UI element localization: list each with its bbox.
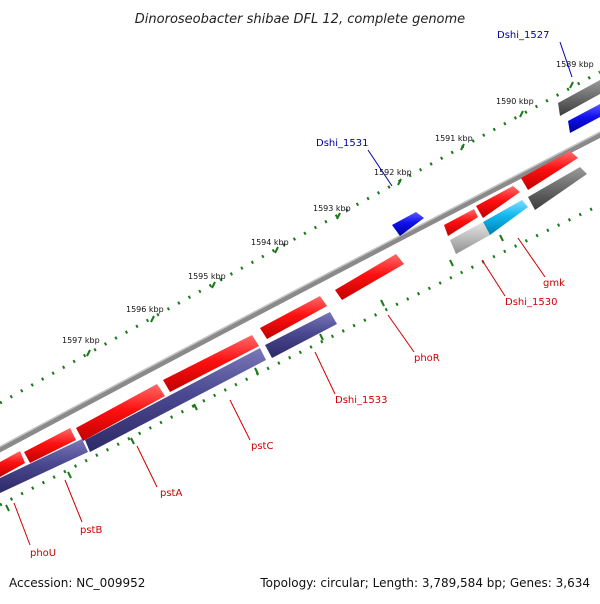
- accession-label: Accession: NC_009952: [9, 576, 146, 590]
- kbp-label: 1594 kbp: [251, 238, 289, 247]
- gene-label-gmk[interactable]: gmk: [543, 278, 565, 289]
- gene-gmk[interactable]: [528, 167, 587, 210]
- map-title: Dinoroseobacter shibae DFL 12, complete …: [135, 12, 465, 27]
- kbp-label: 1589 kbp: [556, 60, 594, 69]
- kbp-label: 1597 kbp: [62, 336, 100, 345]
- gene-Dshi_1531[interactable]: [392, 212, 424, 236]
- kbp-label: 1591 kbp: [435, 134, 473, 143]
- gene-Dshi_1527[interactable]: [558, 80, 600, 116]
- gene-Dshi_1530[interactable]: [476, 186, 520, 218]
- gene-neighbor-red-1[interactable]: [521, 151, 578, 190]
- inner-scale-ticks: [5, 234, 504, 512]
- gene-phoU[interactable]: [0, 451, 25, 477]
- gene-pstB-reverse[interactable]: [0, 439, 88, 493]
- gene-label-Dshi_1530[interactable]: Dshi_1530: [505, 297, 557, 308]
- gene-label-Dshi_1527[interactable]: Dshi_1527: [497, 30, 549, 41]
- label-connectors: [13, 41, 573, 546]
- genome-summary: Topology: circular; Length: 3,789,584 bp…: [260, 576, 590, 590]
- kbp-labels: 1589 kbp 1590 kbp 1591 kbp 1592 kbp 1593…: [62, 60, 594, 345]
- gene-label-pstC[interactable]: pstC: [251, 441, 273, 452]
- kbp-label: 1590 kbp: [496, 97, 534, 106]
- kbp-scale-ticks: [86, 81, 574, 357]
- genome-backbone: [0, 131, 600, 453]
- kbp-label: 1593 kbp: [313, 204, 351, 213]
- inner-scale-track: [0, 203, 600, 507]
- kbp-label: 1596 kbp: [126, 305, 164, 314]
- gene-label-pstB[interactable]: pstB: [80, 525, 102, 536]
- gene-label-Dshi_1531[interactable]: Dshi_1531: [316, 138, 368, 149]
- kbp-label: 1592 kbp: [374, 168, 412, 177]
- gene-label-Dshi_1533[interactable]: Dshi_1533: [335, 395, 387, 406]
- gene-pstC[interactable]: [163, 335, 259, 392]
- gene-light-gray[interactable]: [450, 222, 490, 254]
- gene-Dshi_1527-highlight[interactable]: [568, 104, 600, 133]
- kbp-scale-track: [0, 70, 600, 405]
- gene-pstC-reverse[interactable]: [85, 348, 266, 452]
- gene-pstA[interactable]: [76, 384, 165, 441]
- gene-Dshi_1530-cyan[interactable]: [483, 200, 528, 235]
- gene-pstB[interactable]: [24, 428, 76, 463]
- gene-Dshi_1533-reverse[interactable]: [265, 312, 337, 358]
- gene-label-pstA[interactable]: pstA: [160, 488, 182, 499]
- gene-label-phoR[interactable]: phoR: [414, 353, 440, 364]
- gene-neighbor-red-2[interactable]: [444, 209, 478, 236]
- gene-label-phoU[interactable]: phoU: [30, 548, 56, 559]
- kbp-label: 1595 kbp: [188, 272, 226, 281]
- gene-phoR[interactable]: [335, 254, 404, 300]
- gene-labels: Dshi_1527 Dshi_1531 gmk Dshi_1530 phoR D…: [30, 30, 565, 559]
- gene-Dshi_1533[interactable]: [260, 296, 327, 339]
